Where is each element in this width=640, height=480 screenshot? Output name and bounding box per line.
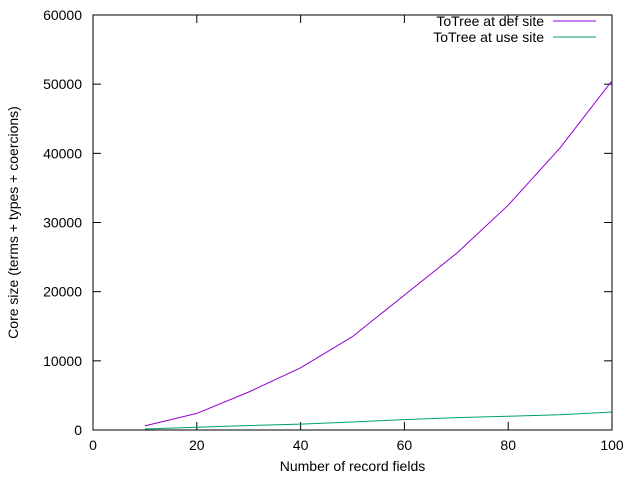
y-tick-label: 50000: [43, 76, 82, 92]
y-tick-label: 0: [74, 422, 82, 438]
x-tick-label: 0: [89, 437, 97, 453]
y-axis-label: Core size (terms + types + coercions): [5, 106, 21, 339]
series-line-1: [144, 80, 613, 427]
y-tick-label: 20000: [43, 284, 82, 300]
y-tick-label: 60000: [43, 7, 82, 23]
x-axis-label: Number of record fields: [280, 458, 426, 474]
x-tick-label: 80: [500, 437, 516, 453]
y-tick-label: 10000: [43, 353, 82, 369]
y-tick-label: 30000: [43, 215, 82, 231]
x-axis: 0 20 40 60 80 100: [89, 15, 624, 453]
y-tick-label: 40000: [43, 145, 82, 161]
series-layer: [144, 80, 613, 430]
x-tick-label: 20: [189, 437, 205, 453]
x-tick-label: 100: [600, 437, 624, 453]
x-tick-label: 60: [397, 437, 413, 453]
series-line-2: [144, 411, 613, 430]
legend-label-1: ToTree at def site: [436, 13, 544, 29]
x-tick-label: 40: [293, 437, 309, 453]
legend-label-2: ToTree at use site: [433, 29, 544, 45]
plot-area-frame: [92, 14, 613, 431]
y-axis: 0 10000 20000 30000 40000 50000 60000: [43, 7, 612, 438]
